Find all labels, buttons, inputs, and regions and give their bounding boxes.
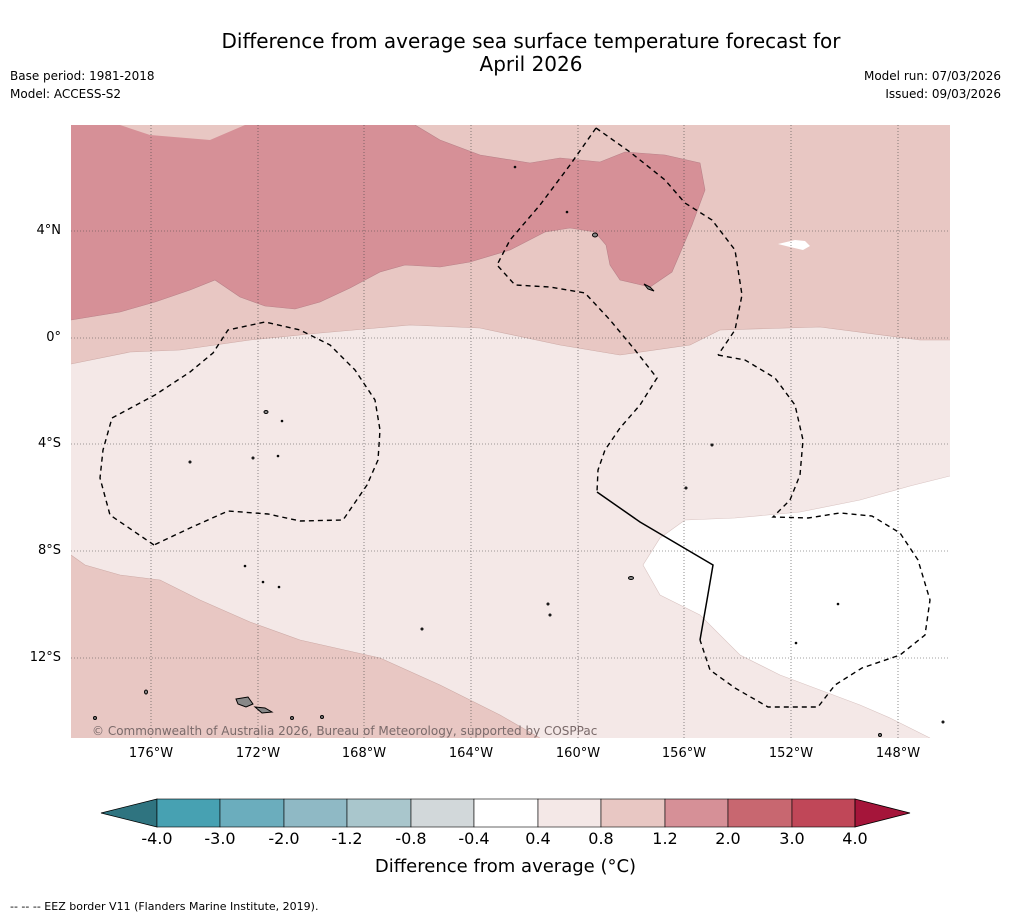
island-small-6 (710, 443, 714, 447)
sst-anomaly-region-0.8-1.2-south (71, 555, 540, 738)
island-small-21 (941, 720, 945, 724)
copyright-notice: © Commonwealth of Australia 2026, Bureau… (92, 724, 598, 738)
colorbar-tick-label: 0.4 (525, 829, 551, 848)
footnote-eez-source: -- -- -- EEZ border V11 (Flanders Marine… (10, 900, 319, 913)
colorbar-extend-low (100, 798, 158, 828)
island-small-10 (261, 580, 265, 584)
lat-label-12s: 12°S (29, 650, 61, 665)
colorbar-tick-label: 1.2 (652, 829, 678, 848)
island-small-4 (280, 419, 284, 423)
island-small-7 (546, 602, 550, 606)
colorbar-extend-high (854, 798, 911, 828)
island-small-20 (878, 733, 882, 737)
island-kiritimati (643, 283, 655, 292)
colorbar-tick-label: -1.2 (331, 829, 363, 848)
map-title: Difference from average sea surface temp… (0, 30, 1011, 76)
lon-label-156w: 156°W (661, 746, 707, 761)
colorbar-tick-label: -3.0 (204, 829, 236, 848)
colorbar-tick-label: 2.0 (715, 829, 741, 848)
colorbar-tick-label: 3.0 (779, 829, 805, 848)
colorbar-bin-2 (219, 798, 285, 828)
island-atoll (628, 576, 634, 580)
issued-date: Issued: 09/03/2026 (885, 87, 1001, 101)
contour-line-0.8-south (71, 554, 541, 738)
colorbar-bin-3 (283, 798, 348, 828)
lon-label-168w: 168°W (341, 746, 387, 761)
island-small-8 (548, 613, 552, 617)
colorbar-tick-label: 4.0 (842, 829, 868, 848)
base-period: Base period: 1981-2018 (10, 69, 155, 83)
colorbar-bin-4 (346, 798, 412, 828)
lon-label-148w: 148°W (875, 746, 921, 761)
maritime-boundary-solid (596, 491, 714, 641)
model-run: Model run: 07/03/2026 (863, 69, 1001, 83)
meta-left: Base period: 1981-2018 Model: ACCESS-S2 (10, 67, 155, 103)
colorbar-tick-label: 0.8 (588, 829, 614, 848)
contour-line-0.4 (642, 475, 950, 738)
island-tokelau (263, 410, 269, 414)
colorbar-bin-11 (791, 798, 856, 828)
island-small-1 (188, 460, 192, 464)
sst-anomaly-region-neutral (643, 476, 950, 738)
lat-label-equator: 0° (46, 330, 61, 345)
island-teraina (592, 232, 598, 238)
lon-label-176w: 176°W (128, 746, 174, 761)
meta-right: Model run: 07/03/2026 Issued: 09/03/2026 (864, 67, 1001, 103)
colorbar-tick-label: -0.4 (458, 829, 490, 848)
island-small-9 (420, 627, 424, 631)
colorbar-bin-7 (537, 798, 602, 828)
model-name: Model: ACCESS-S2 (10, 87, 122, 101)
graticule (71, 125, 950, 738)
colorbar (100, 798, 911, 828)
island-small-11 (277, 585, 281, 589)
lon-label-164w: 164°W (448, 746, 494, 761)
lat-label-4n: 4°N (36, 223, 62, 238)
islands (93, 165, 945, 737)
lon-label-152w: 152°W (768, 746, 814, 761)
colorbar-bin-6 (473, 798, 539, 828)
island-small-5 (684, 486, 688, 490)
title-line-1: Difference from average sea surface temp… (221, 29, 841, 53)
colorbar-bin-10 (727, 798, 793, 828)
colorbar-bin-5 (410, 798, 475, 828)
colorbar-tick-label: -0.8 (395, 829, 427, 848)
eez-border-samoa (99, 321, 381, 546)
colorbar-tick-label: -4.0 (141, 829, 173, 848)
island-small-15 (513, 165, 517, 169)
island-wallis (144, 689, 148, 695)
colorbar-tick-label: -2.0 (268, 829, 300, 848)
colorbar-bin-8 (600, 798, 666, 828)
lat-label-8s: 8°S (37, 543, 61, 558)
island-small-16 (565, 210, 569, 214)
colorbar-title: Difference from average (°C) (374, 856, 637, 877)
island-small-18 (320, 715, 324, 719)
eez-border-tokelau-west (496, 127, 658, 493)
colorbar-bin-1 (156, 798, 221, 828)
contour-line-2.0 (71, 125, 706, 321)
island-small-19 (93, 716, 97, 720)
lon-label-172w: 172°W (235, 746, 281, 761)
eez-border-cook-islands (699, 354, 931, 708)
island-small-2 (251, 456, 255, 460)
sst-anomaly-patch-neutral (778, 240, 810, 250)
colorbar-bin-9 (664, 798, 729, 828)
eez-borders (99, 127, 931, 708)
island-small-14 (794, 641, 798, 645)
island-small-17 (290, 716, 294, 720)
island-upolu (253, 706, 274, 714)
lat-label-4s: 4°S (37, 436, 61, 451)
island-small-13 (836, 602, 840, 606)
map-plot-area (71, 125, 950, 738)
contour-line-0.8-north (71, 324, 950, 365)
island-small-3 (276, 454, 280, 458)
sst-anomaly-region-2.0-3.0 (71, 125, 705, 320)
lon-label-160w: 160°W (555, 746, 601, 761)
island-small-12 (243, 564, 247, 568)
title-line-2: April 2026 (479, 52, 583, 76)
island-savaii (235, 696, 254, 708)
eez-border-kiribati-line-north (595, 127, 743, 356)
